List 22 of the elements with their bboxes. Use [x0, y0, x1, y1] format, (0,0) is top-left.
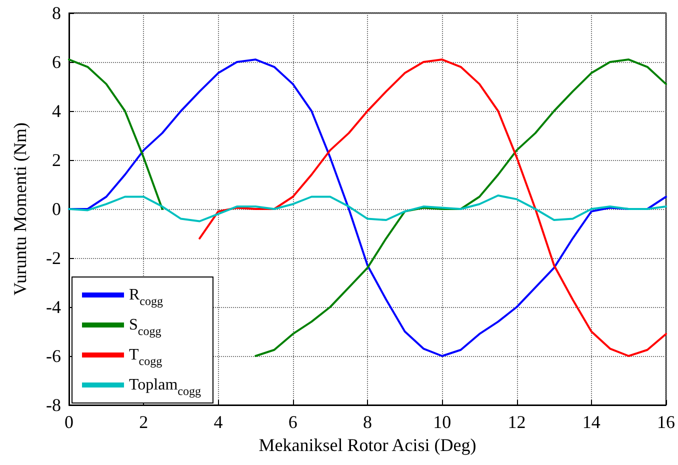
x-tick-label: 14	[582, 412, 600, 432]
x-axis-title: Mekaniksel Rotor Acisi (Deg)	[258, 434, 476, 455]
y-tick-label: -2	[46, 248, 61, 268]
y-tick-label: -4	[46, 297, 61, 317]
y-axis-title: Vuruntu Momenti (Nm)	[10, 122, 30, 296]
x-tick-label: 12	[508, 412, 526, 432]
y-tick-label: 0	[52, 199, 61, 219]
line-series	[198, 58, 667, 357]
x-tick-label: 2	[139, 412, 148, 432]
x-tick-label: 16	[657, 412, 675, 432]
x-tick-label: 4	[214, 412, 223, 432]
x-tick-label: 0	[64, 412, 74, 432]
x-tick-label: 8	[363, 412, 372, 432]
y-tick-label: 2	[52, 150, 61, 170]
y-tick-label: 4	[52, 101, 61, 121]
x-tick-label: 6	[288, 412, 298, 432]
y-tick-label: 8	[52, 3, 61, 23]
line-series	[68, 194, 667, 222]
y-tick-label: 6	[52, 52, 61, 72]
x-tick-label: 10	[433, 412, 452, 432]
y-tick-label: -6	[46, 346, 61, 366]
y-tick-label: -8	[46, 395, 61, 415]
